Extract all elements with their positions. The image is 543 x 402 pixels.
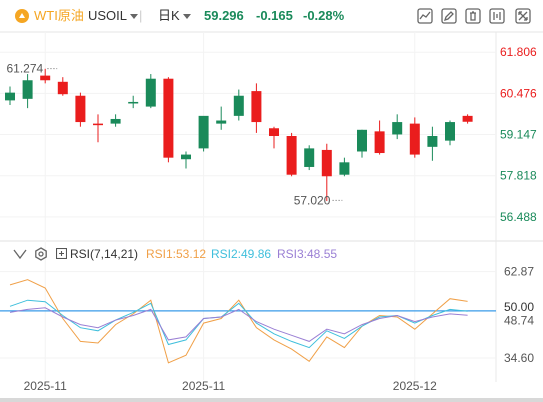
candle	[374, 131, 385, 154]
candle	[163, 78, 174, 158]
candle	[181, 154, 191, 160]
candle	[22, 80, 33, 99]
candle	[93, 123, 103, 126]
expand-icon[interactable]	[515, 8, 531, 24]
chart-type-icon[interactable]	[417, 8, 433, 24]
price-tick-label: 57.818	[500, 169, 537, 183]
settings-icon[interactable]	[34, 247, 48, 261]
period-selector[interactable]: 日K	[158, 0, 191, 32]
candle	[198, 115, 209, 149]
price-tick-label: 60.476	[500, 86, 537, 100]
current-price: 59.296	[204, 8, 244, 23]
candle	[57, 81, 68, 95]
rsi-tick-label: 50.00	[504, 300, 534, 314]
candle	[233, 95, 244, 116]
high-annotation: 61.274	[6, 62, 43, 76]
chevron-down-icon	[182, 14, 191, 20]
divider: |	[139, 8, 143, 23]
rsi-series-rsi1	[9, 279, 468, 364]
candle	[304, 148, 315, 167]
price-tick-label: 61.806	[500, 45, 537, 59]
expand-indicator-icon[interactable]	[56, 248, 67, 259]
rsi-tick-label: 48.74	[504, 314, 534, 328]
date-label: 2025-11	[24, 379, 67, 393]
price-change: -0.165	[256, 8, 293, 23]
candle	[427, 136, 438, 147]
date-label: 2025-12	[393, 379, 437, 393]
price-change-pct: -0.28%	[303, 8, 345, 23]
scroll-bar[interactable]	[0, 398, 543, 402]
rsi-tick-label: 34.60	[504, 351, 534, 365]
candle	[445, 122, 455, 141]
candle	[40, 75, 51, 81]
rsi1-value: RSI1:53.12	[146, 247, 207, 261]
rsi3-value: RSI3:48.55	[277, 247, 338, 261]
candle	[269, 128, 279, 136]
candle	[216, 120, 227, 124]
candle	[462, 115, 473, 122]
rsi-series-rsi3	[9, 307, 468, 342]
date-label: 2025-11	[182, 379, 225, 393]
logo-icon	[15, 9, 29, 23]
candle	[110, 118, 121, 124]
candle	[409, 123, 420, 155]
delete-icon[interactable]	[465, 8, 481, 24]
ticker-label[interactable]: USOIL	[88, 0, 139, 32]
toolbar: WTI原油 USOIL | 日K 59.296 -0.165 -0.28%	[0, 0, 543, 32]
rsi-tick-label: 62.87	[504, 265, 534, 279]
symbol-name[interactable]: WTI原油	[34, 8, 84, 23]
candle	[75, 95, 86, 123]
candle	[286, 136, 297, 175]
indicator-name: RSI(7,14,21)	[70, 247, 139, 261]
pen-icon[interactable]	[441, 8, 457, 24]
chevron-down-icon	[130, 14, 139, 20]
indicator-bar: RSI(7,14,21) RSI1:53.12 RSI2:49.86 RSI3:…	[0, 242, 543, 266]
price-tick-label: 56.488	[500, 210, 537, 224]
candle	[5, 92, 15, 101]
candle	[251, 91, 262, 123]
visibility-icon[interactable]	[13, 248, 27, 260]
candle	[321, 149, 332, 177]
rsi2-value: RSI2:49.86	[211, 247, 272, 261]
candle	[145, 78, 156, 107]
candle	[392, 122, 403, 135]
candle	[357, 129, 367, 152]
candle	[339, 162, 350, 175]
layout-icon[interactable]	[489, 8, 505, 24]
candle	[128, 101, 139, 104]
price-tick-label: 59.147	[500, 128, 537, 142]
low-annotation: 57.020	[294, 193, 331, 207]
